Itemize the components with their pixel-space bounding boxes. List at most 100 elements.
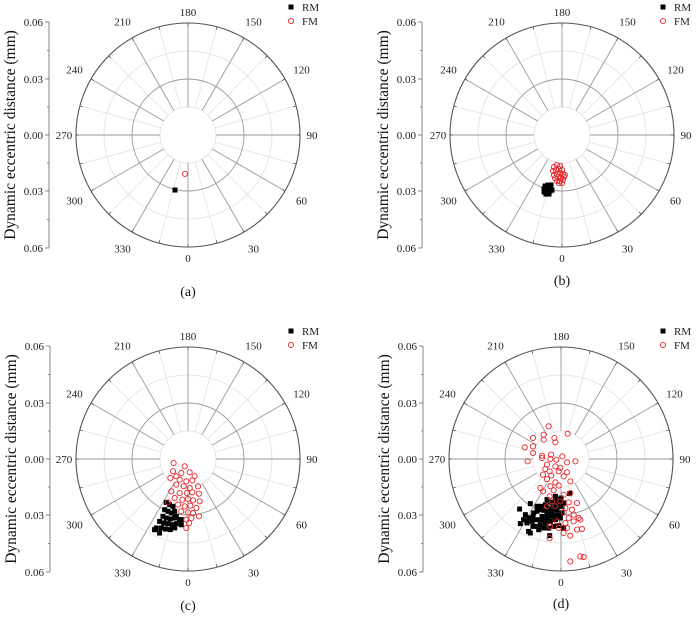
angle-tick-label: 30 [248,243,260,255]
fm-point [553,518,561,525]
fm-point [194,483,202,490]
outer-tick [215,240,218,244]
angle-tick-label: 300 [439,520,456,532]
angle-tick-label: 30 [622,243,634,255]
angle-tick-label: 240 [440,65,457,77]
panel-c: 0 30 60 90 120 150 180 210 240 270 300 330 0.06 0.03 0… [3,326,319,614]
minor-spoke [79,465,162,489]
outer-tick [293,105,297,108]
radial-tick-label: 0.06 [398,341,418,353]
fm-point [553,177,561,185]
fm-point [174,501,182,508]
legend-fm-marker [659,341,667,349]
fm-point [181,463,188,470]
outer-tick [588,564,591,568]
fm-point [189,489,196,496]
angle-tick-label: 90 [307,130,319,142]
angle-tick-label: 240 [66,65,83,77]
fm-point [521,444,528,451]
fm-point [185,519,193,527]
angle-tick-label: 30 [621,567,633,579]
outer-tick [655,402,659,405]
radial-tick-label: 0.00 [397,130,417,142]
rm-point [558,495,564,501]
angle-tick-label: 150 [245,17,262,29]
radial-tick-label: 0.06 [25,567,45,579]
outer-tick [637,535,641,539]
major-spoke [574,361,618,435]
rm-point [561,500,567,506]
panel-d: 0 30 60 90 120 150 180 210 240 270 300 330 0.06 0.03 0… [376,326,691,612]
outer-tick [531,350,534,354]
minor-spoke [214,141,297,165]
minor-spoke [214,465,297,489]
angle-tick-label: 330 [114,243,131,255]
fm-point [195,513,203,520]
major-spoke [575,37,619,111]
major-spoke [463,402,537,446]
fm-point [543,475,551,483]
rm-point [163,526,169,532]
outer-tick [453,105,457,108]
rm-point [172,187,178,193]
major-spoke [212,148,286,192]
legend-label: FM [674,16,690,28]
legend-rm-marker [660,4,666,10]
rm-point [522,512,528,518]
outer-tick [505,37,508,41]
fm-point [550,487,557,494]
angle-tick-label: 300 [66,520,83,532]
fm-point [183,524,190,532]
angle-tick-label: 210 [114,17,131,29]
outer-tick [79,162,83,165]
major-spoke [131,361,175,435]
major-spoke [586,78,660,122]
outer-tick [616,37,619,41]
major-spoke [201,361,245,435]
fm-point [557,498,564,505]
fm-point [570,518,577,525]
outer-tick [264,379,268,383]
outer-tick [108,379,112,383]
angle-tick-label: 120 [293,65,310,77]
radial-tick-label: 0.06 [24,17,44,29]
rm-point [161,520,167,526]
rm-point [536,527,542,533]
minor-spoke [581,154,642,215]
legend: RM FM [287,2,319,28]
rm-point [172,508,178,514]
fm-point [171,494,178,502]
rm-point [556,502,562,508]
fm-point [549,167,557,175]
rm-point [561,525,567,531]
major-spoke [212,78,286,122]
minor-spoke [108,478,169,539]
panel-caption: (c) [180,599,196,614]
angle-tick-label: 150 [619,17,636,29]
outer-tick [656,189,660,192]
rm-point [539,513,545,519]
rm-point [554,512,560,518]
minor-spoke [568,26,592,109]
fm-point [567,478,574,485]
rm-point [546,191,552,197]
angle-tick-label: 90 [680,454,692,466]
fm-point [555,180,563,187]
angle-tick-label: 0 [558,577,564,589]
rm-point [178,522,184,528]
outer-tick [79,486,83,489]
major-spoke [464,148,538,192]
rm-point [544,510,550,516]
outer-tick [90,78,94,81]
fm-point [560,491,567,498]
outer-tick [131,37,134,41]
fm-point [572,458,579,465]
minor-spoke [568,161,592,244]
rm-point [521,517,527,523]
fm-point [548,451,555,458]
rm-point [534,503,540,509]
legend-rm-marker [660,328,666,334]
rm-point [548,182,554,188]
angle-tick-label: 0 [185,253,191,265]
